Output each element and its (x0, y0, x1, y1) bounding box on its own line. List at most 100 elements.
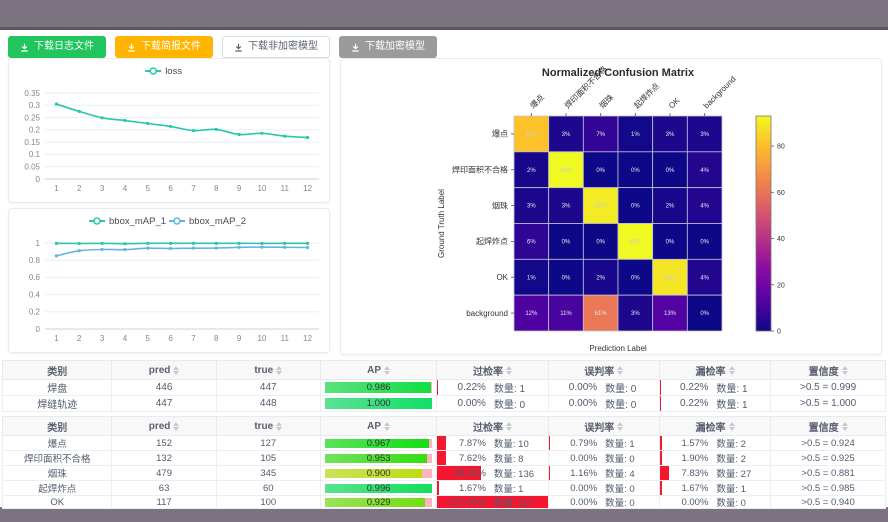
svg-text:bbox_mAP_2: bbox_mAP_2 (189, 216, 246, 227)
sort-asc-icon[interactable] (384, 421, 391, 426)
column-header-漏检率[interactable]: 漏检率 (658, 416, 772, 436)
rate-cell: 7.83% 数量: 27 (660, 466, 769, 480)
sort-desc-icon[interactable] (841, 426, 848, 431)
column-header-true[interactable]: true (215, 416, 321, 436)
sort-asc-icon[interactable] (728, 365, 735, 370)
sort-desc-icon[interactable] (728, 370, 735, 375)
cell-ap: 0.953 (319, 450, 438, 466)
rate-text: 0.00% 数量: 0 (549, 452, 658, 465)
cm-col-label: OK (667, 95, 682, 110)
cm-ylabel: Ground Truth Label (437, 189, 446, 258)
legend-item-loss[interactable]: loss (145, 66, 182, 77)
rate-cell: 117.00% 数量: 117 (437, 496, 548, 508)
sort-desc-icon[interactable] (276, 370, 283, 375)
sort-asc-icon[interactable] (506, 421, 513, 426)
cell-misjudge-rate: 0.00% 数量: 0 (547, 495, 660, 509)
sort-asc-icon[interactable] (841, 421, 848, 426)
sort-asc-icon[interactable] (276, 421, 283, 426)
legend-item-bbox_mAP_2[interactable]: bbox_mAP_2 (169, 216, 246, 227)
sort-asc-icon[interactable] (728, 421, 735, 426)
sort-control[interactable] (173, 365, 180, 375)
sort-desc-icon[interactable] (506, 370, 513, 375)
sort-asc-icon[interactable] (617, 421, 624, 426)
download-report-button[interactable]: 下载简报文件 (115, 36, 213, 58)
sort-asc-icon[interactable] (173, 365, 180, 370)
cell-misjudge-rate: 0.00% 数量: 0 (547, 379, 660, 396)
cell-class-name: OK (1, 495, 113, 509)
sort-desc-icon[interactable] (173, 426, 180, 431)
download-log-label: 下载日志文件 (34, 41, 94, 52)
cell-miss-rate: 1.90% 数量: 2 (658, 450, 772, 466)
sort-control[interactable] (728, 365, 735, 375)
column-header-漏检率[interactable]: 漏检率 (658, 360, 772, 380)
sort-asc-icon[interactable] (617, 365, 624, 370)
rate-cell: 0.00% 数量: 0 (549, 482, 658, 495)
column-header-误判率[interactable]: 误判率 (547, 416, 660, 436)
window-bottom-bar (0, 507, 888, 522)
loss-chart-card: loss 0 0.05 0.1 0.15 0.2 0.25 0.3 0.35 1 2 3 4 5 6 7 8 9 1… (8, 58, 330, 203)
sort-desc-icon[interactable] (384, 370, 391, 375)
sort-asc-icon[interactable] (506, 365, 513, 370)
sort-control[interactable] (384, 421, 391, 431)
sort-asc-icon[interactable] (841, 365, 848, 370)
sort-control[interactable] (841, 365, 848, 375)
rate-text: 0.00% 数量: 0 (549, 381, 658, 395)
table-row: OK 117 100 0.929 117.00% 数量: 117 0.00% 数量: 0 0.0… (1, 495, 886, 509)
svg-text:0%: 0% (562, 239, 571, 245)
ap-bar-track: 0.953 (324, 453, 433, 464)
legend-item-bbox_mAP_1[interactable]: bbox_mAP_1 (89, 216, 166, 227)
cell-confidence: >0.5 = 0.985 (770, 480, 886, 496)
rate-text: 1.67% 数量: 1 (438, 482, 547, 495)
svg-text:12%: 12% (525, 311, 538, 317)
sort-asc-icon[interactable] (173, 421, 180, 426)
column-header-true[interactable]: true (215, 360, 321, 380)
rate-bar (660, 466, 669, 480)
svg-text:2%: 2% (596, 275, 605, 281)
sort-control[interactable] (617, 421, 624, 431)
sort-desc-icon[interactable] (728, 426, 735, 431)
sort-control[interactable] (384, 365, 391, 375)
column-header-AP[interactable]: AP (319, 360, 438, 380)
svg-text:3%: 3% (666, 132, 675, 138)
sort-control[interactable] (173, 421, 180, 431)
sort-desc-icon[interactable] (173, 370, 180, 375)
sort-desc-icon[interactable] (841, 370, 848, 375)
sort-desc-icon[interactable] (384, 426, 391, 431)
sort-control[interactable] (276, 421, 283, 431)
metrics-table-defects: 类别 pred true AP 过检率 误判率 漏检率 置信度 爆点 152 127 0.967 7.8… (1, 416, 886, 509)
sort-desc-icon[interactable] (506, 426, 513, 431)
rate-cell: 1.67% 数量: 1 (660, 481, 769, 495)
column-header-过检率[interactable]: 过检率 (436, 360, 549, 380)
column-header-pred[interactable]: pred (111, 416, 217, 436)
sort-desc-icon[interactable] (617, 426, 624, 431)
sort-desc-icon[interactable] (276, 426, 283, 431)
column-header-置信度[interactable]: 置信度 (770, 360, 886, 380)
rate-count: 数量: 0 (605, 454, 635, 465)
cell-pred: 446 (111, 379, 217, 396)
confusion-matrix-cell (513, 258, 550, 296)
sort-control[interactable] (276, 365, 283, 375)
column-header-置信度[interactable]: 置信度 (770, 416, 886, 436)
cell-pred: 479 (111, 465, 217, 481)
sort-control[interactable] (506, 365, 513, 375)
column-header-过检率[interactable]: 过检率 (436, 416, 549, 436)
svg-text:1: 1 (54, 184, 59, 193)
cm-col-label: 烟珠 (597, 92, 615, 110)
sort-control[interactable] (506, 421, 513, 431)
column-header-label: pred (148, 364, 171, 376)
rate-bar (437, 481, 440, 495)
rate-text: 0.00% 数量: 0 (438, 397, 547, 411)
svg-text:5: 5 (146, 334, 151, 343)
sort-desc-icon[interactable] (617, 370, 624, 375)
download-log-button[interactable]: 下载日志文件 (8, 36, 106, 58)
sort-asc-icon[interactable] (384, 365, 391, 370)
download-encrypted-model-button[interactable]: 下载加密模型 (339, 36, 437, 58)
sort-control[interactable] (841, 421, 848, 431)
column-header-误判率[interactable]: 误判率 (547, 360, 660, 380)
sort-control[interactable] (728, 421, 735, 431)
column-header-pred[interactable]: pred (111, 360, 217, 380)
sort-control[interactable] (617, 365, 624, 375)
sort-asc-icon[interactable] (276, 365, 283, 370)
download-plain-model-button[interactable]: 下载非加密模型 (222, 36, 330, 58)
column-header-AP[interactable]: AP (319, 416, 438, 436)
